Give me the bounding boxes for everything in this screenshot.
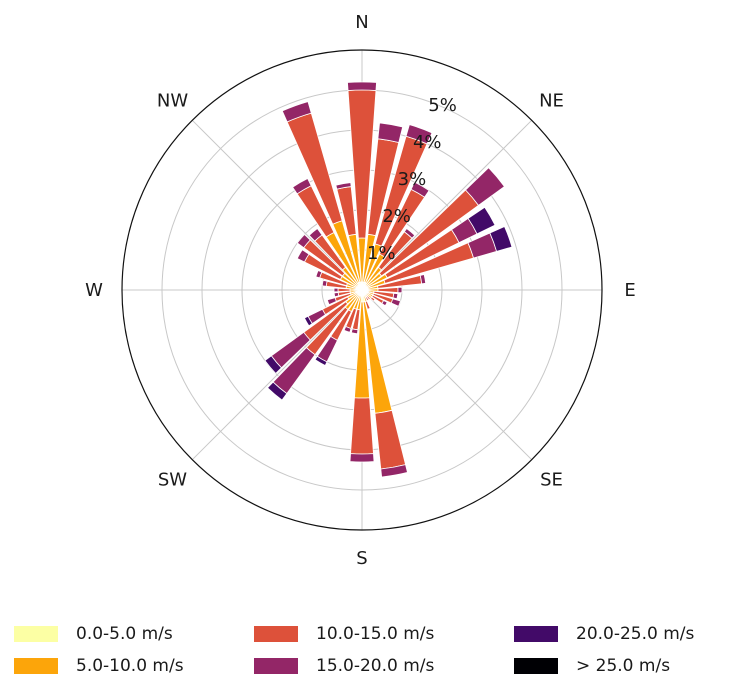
legend-label: 5.0-10.0 m/s <box>76 656 184 676</box>
grid-spoke-225 <box>191 289 363 461</box>
bar-dir-340-bin-3 <box>281 101 312 123</box>
bar-dir-320-bin-3 <box>308 227 323 242</box>
bar-dir-270-bin-3 <box>333 287 339 293</box>
grid-spoke-135 <box>361 289 533 461</box>
outer-frame <box>121 49 603 531</box>
radial-tick-label: 1% <box>367 243 396 264</box>
legend-swatch <box>514 626 558 642</box>
legend: 0.0-5.0 m/s 5.0-10.0 m/s 10.0-15.0 m/s 15.0… <box>14 620 734 682</box>
grid-spoke-315 <box>191 119 363 291</box>
direction-label-s: S <box>356 548 367 569</box>
bar-dir-60-bin-4 <box>467 206 496 235</box>
bar-dir-330-bin-3 <box>292 178 312 195</box>
bar-dir-250-bin-3 <box>326 297 337 306</box>
legend-label: > 25.0 m/s <box>576 656 671 676</box>
direction-label-se: SE <box>540 470 563 491</box>
legend-swatch <box>14 658 58 674</box>
bar-dir-190-bin-3 <box>350 328 359 335</box>
bar-dir-200-bin-3 <box>343 326 352 333</box>
bar-dir-300-bin-3 <box>296 249 310 263</box>
bar-dir-40-bin-3 <box>403 227 416 239</box>
legend-swatch <box>254 626 298 642</box>
bar-dir-130-bin-2 <box>370 296 376 302</box>
radial-tick-label: 2% <box>382 206 411 227</box>
direction-label-w: W <box>85 280 103 301</box>
bar-dir-310-bin-3 <box>296 233 311 249</box>
legend-item: 15.0-20.0 m/s <box>254 652 434 680</box>
bar-dir-220-bin-4 <box>266 381 288 401</box>
legend-label: 10.0-15.0 m/s <box>316 624 435 644</box>
legend-swatch <box>254 658 298 674</box>
bar-dir-100-bin-3 <box>392 292 399 300</box>
bar-dir-90-bin-3 <box>397 286 403 294</box>
bar-dir-180-bin-2 <box>350 397 374 455</box>
bar-dir-120-bin-3 <box>381 299 388 307</box>
legend-label: 20.0-25.0 m/s <box>576 624 695 644</box>
legend-label: 15.0-20.0 m/s <box>316 656 435 676</box>
bar-dir-170-bin-3 <box>380 464 408 478</box>
legend-item: 0.0-5.0 m/s <box>14 620 173 648</box>
legend-label: 0.0-5.0 m/s <box>76 624 173 644</box>
bar-dir-350-bin-3 <box>335 182 352 190</box>
bar-dir-10-bin-3 <box>377 122 404 143</box>
direction-labels: N NE E SE S SW W NW <box>85 12 636 569</box>
legend-swatch <box>14 626 58 642</box>
bar-dir-280-bin-3 <box>321 279 328 287</box>
bar-dir-30-bin-3 <box>410 181 430 198</box>
bar-dir-290-bin-3 <box>315 269 323 279</box>
bar-dir-0-bin-3 <box>347 81 377 91</box>
bar-dir-230-bin-4 <box>264 355 282 374</box>
bar-dir-140-bin-2 <box>366 295 371 301</box>
bar-dir-180-bin-3 <box>349 453 375 463</box>
direction-label-e: E <box>624 280 635 301</box>
legend-item: 10.0-15.0 m/s <box>254 620 434 648</box>
grid-spoke-45 <box>361 119 533 291</box>
wind-rose-chart: 1% 2% 3% 4% 5% N NE E SE S SW W NW <box>85 12 636 569</box>
bar-dir-70-bin-4 <box>489 226 513 252</box>
direction-label-nw: NW <box>157 90 188 111</box>
direction-label-sw: SW <box>158 470 187 491</box>
legend-swatch <box>514 658 558 674</box>
radial-tick-labels: 1% 2% 3% 4% 5% <box>367 95 457 264</box>
direction-label-ne: NE <box>539 90 564 111</box>
legend-item: 5.0-10.0 m/s <box>14 652 184 680</box>
bar-dir-110-bin-3 <box>390 298 401 307</box>
bar-dir-160-bin-2 <box>364 300 371 310</box>
bar-dir-170-bin-2 <box>374 409 407 470</box>
direction-label-n: N <box>355 12 368 33</box>
legend-item: > 25.0 m/s <box>514 652 670 680</box>
legend-item: 20.0-25.0 m/s <box>514 620 694 648</box>
bar-dir-80-bin-3 <box>419 274 427 285</box>
bar-dir-50-bin-3 <box>465 167 505 206</box>
radial-tick-label: 3% <box>398 169 427 190</box>
radial-tick-label: 4% <box>413 132 442 153</box>
bar-dir-260-bin-3 <box>333 292 340 298</box>
bar-dir-240-bin-4 <box>303 315 313 327</box>
bar-dir-210-bin-4 <box>314 355 328 367</box>
bar-dir-150-bin-2 <box>364 296 370 302</box>
wind-rose-bars <box>264 81 513 478</box>
bar-dir-20-bin-3 <box>405 124 433 145</box>
radial-tick-label: 5% <box>428 95 457 116</box>
